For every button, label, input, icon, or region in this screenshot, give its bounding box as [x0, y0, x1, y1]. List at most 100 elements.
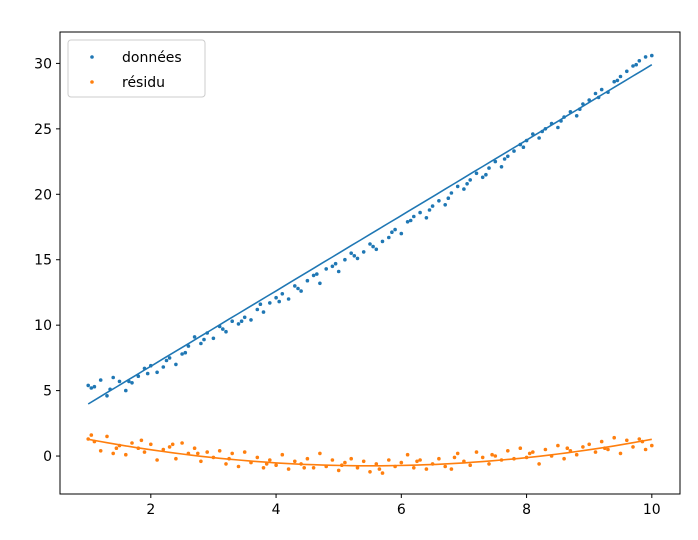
data-point: [484, 172, 488, 177]
x-tick-label: 8: [522, 502, 531, 518]
data-point: [455, 184, 460, 189]
legend-label: résidu: [122, 75, 165, 91]
data-point: [205, 450, 209, 454]
x-tick-label: 6: [397, 502, 406, 518]
data-point: [180, 441, 184, 445]
data-point: [336, 269, 341, 274]
data-point: [111, 375, 115, 380]
y-tick-label: 5: [43, 384, 52, 400]
data-point: [164, 358, 169, 363]
data-point: [142, 450, 147, 454]
data-point: [136, 374, 141, 379]
data-point: [355, 466, 360, 470]
data-point: [443, 203, 448, 207]
data-point: [408, 218, 413, 223]
data-point: [114, 446, 119, 451]
data-point: [474, 450, 479, 454]
data-point: [468, 463, 473, 468]
legend-marker: [90, 55, 94, 59]
data-point: [556, 443, 560, 448]
data-point: [149, 442, 153, 447]
data-point: [612, 435, 616, 440]
data-point: [130, 441, 134, 445]
data-point: [261, 310, 266, 314]
data-point: [399, 231, 404, 236]
data-point: [236, 322, 241, 326]
data-point: [387, 458, 391, 462]
data-point: [343, 257, 347, 262]
data-point: [393, 227, 397, 232]
data-point: [280, 452, 285, 457]
data-point: [349, 456, 354, 461]
data-point: [618, 451, 623, 456]
x-tick-label: 2: [146, 502, 155, 518]
data-point: [462, 187, 466, 191]
data-point: [174, 456, 178, 461]
data-point: [202, 337, 206, 342]
data-point: [427, 208, 432, 212]
data-point: [255, 455, 260, 460]
data-point: [167, 445, 172, 449]
data-point: [130, 381, 134, 385]
data-point: [343, 460, 347, 465]
data-point: [480, 455, 485, 460]
data-point: [105, 394, 109, 398]
data-point: [380, 239, 385, 244]
data-point: [224, 462, 228, 466]
data-point: [380, 471, 385, 475]
data-point: [333, 261, 338, 266]
data-point: [487, 462, 491, 466]
data-point: [155, 370, 159, 375]
data-point: [599, 439, 604, 444]
legend-box: [67, 39, 206, 98]
data-point: [92, 384, 97, 389]
data-point: [499, 165, 504, 169]
data-point: [230, 319, 234, 324]
data-point: [255, 307, 260, 312]
data-point: [86, 383, 90, 388]
data-point: [274, 295, 278, 300]
data-point: [424, 467, 429, 471]
data-point: [186, 344, 191, 348]
legend-label: données: [122, 50, 182, 66]
data-point: [330, 458, 335, 462]
data-point: [606, 447, 610, 452]
legend-entry: résidu: [90, 75, 165, 91]
data-point: [161, 447, 166, 452]
data-point: [155, 458, 159, 462]
data-point: [424, 216, 429, 220]
series-1: [86, 53, 654, 405]
data-point: [637, 59, 642, 63]
data-point: [412, 214, 416, 219]
data-point: [625, 69, 629, 74]
data-point: [336, 468, 341, 473]
data-point: [268, 458, 272, 462]
data-point: [650, 53, 654, 58]
data-point: [587, 442, 591, 447]
data-point: [455, 451, 460, 456]
data-point: [352, 254, 357, 258]
data-point: [258, 302, 263, 307]
data-point: [111, 451, 115, 456]
data-point: [167, 356, 172, 360]
data-point: [518, 446, 523, 451]
data-point: [311, 273, 316, 278]
data-point: [105, 434, 109, 439]
data-point: [506, 449, 510, 453]
data-point: [377, 467, 382, 471]
data-point: [242, 315, 247, 320]
data-point: [239, 319, 244, 324]
data-point: [543, 447, 548, 452]
data-point: [305, 456, 310, 461]
data-point: [452, 455, 457, 460]
data-point: [371, 244, 375, 249]
data-point: [443, 464, 448, 469]
data-point: [355, 256, 360, 261]
data-point: [493, 454, 498, 458]
data-point: [274, 463, 278, 468]
data-point: [211, 336, 216, 341]
data-point: [318, 281, 322, 286]
data-point: [643, 55, 648, 59]
plot-frame: [59, 31, 681, 495]
data-point: [192, 446, 197, 451]
